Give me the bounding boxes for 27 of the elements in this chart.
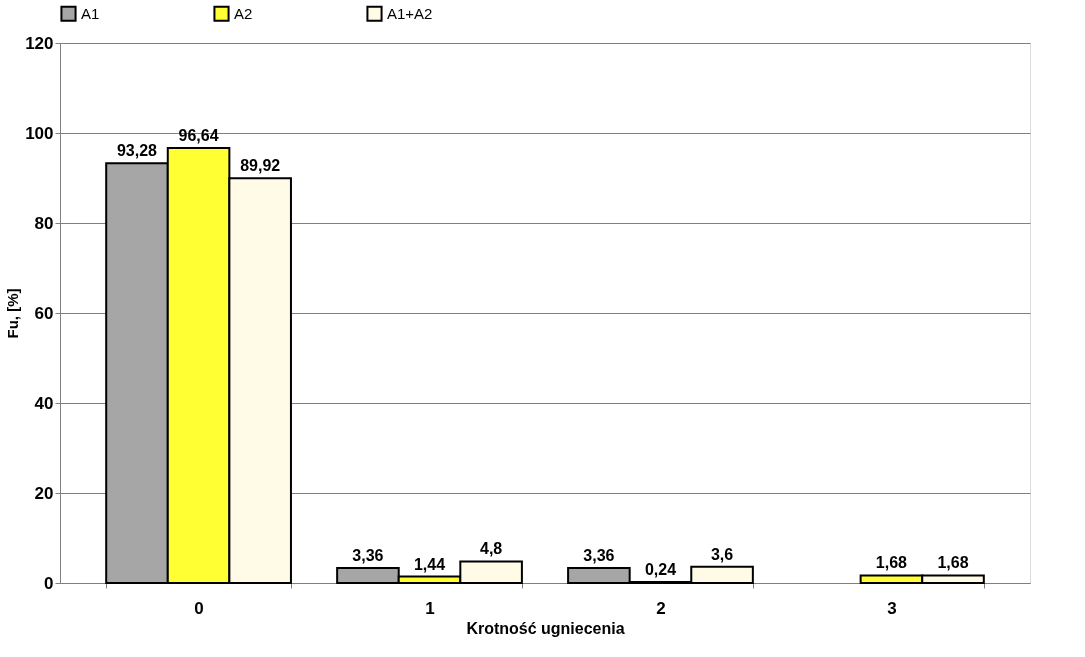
data-label: 93,28 [116, 142, 158, 160]
data-label: 0,24 [644, 560, 677, 578]
legend-label: A1 [81, 4, 100, 22]
y-tick-label: 100 [25, 123, 54, 143]
x-tick-label: 0 [194, 598, 204, 618]
x-axis-title: Krotność ugniecenia [466, 619, 625, 637]
legend-label: A2 [234, 4, 253, 22]
data-label: 4,8 [479, 540, 503, 558]
data-label: 96,64 [178, 127, 219, 145]
x-tick-label: 1 [425, 598, 435, 618]
data-label: 1,68 [875, 554, 908, 572]
data-label: 3,36 [583, 546, 615, 564]
legend-label: A1+A2 [387, 4, 433, 22]
data-label: 1,68 [937, 554, 969, 572]
data-label: 3,6 [710, 545, 734, 563]
y-tick-label: 40 [34, 393, 54, 413]
y-tick-label: 80 [34, 213, 54, 233]
y-axis-title: Fu, [%] [4, 288, 22, 339]
x-tick-label: 3 [887, 598, 897, 618]
y-tick-label: 120 [25, 33, 54, 53]
data-label: 1,44 [413, 555, 446, 573]
y-tick-label: 20 [34, 483, 54, 503]
x-tick-label: 2 [656, 598, 666, 618]
y-tick-label: 60 [34, 303, 54, 323]
y-tick-label: 0 [44, 573, 54, 593]
data-label: 89,92 [240, 157, 281, 175]
data-label: 3,36 [352, 546, 384, 564]
